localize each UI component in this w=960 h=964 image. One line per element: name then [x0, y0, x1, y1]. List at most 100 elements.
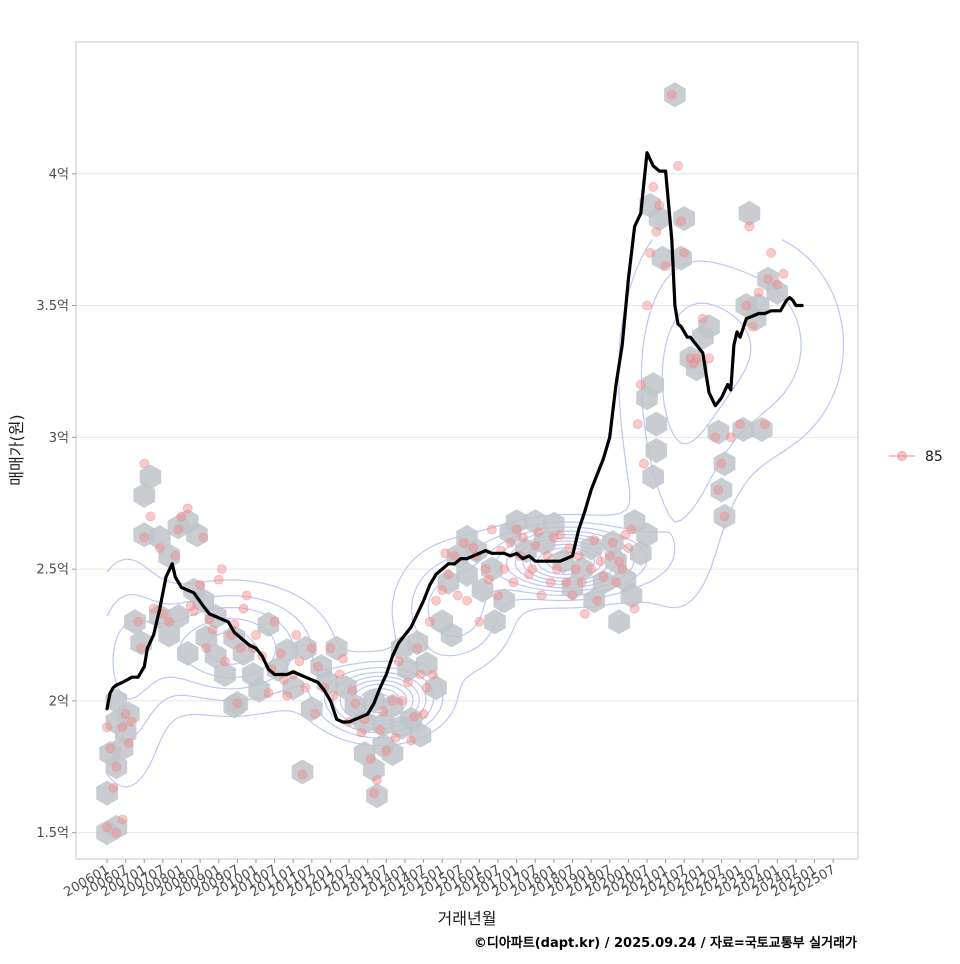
scatter-point [126, 717, 137, 727]
scatter-point [462, 595, 472, 606]
y-tick-label: 1.5억 [36, 826, 69, 841]
scatter-point [443, 569, 454, 580]
scatter-point [772, 279, 783, 290]
scatter-point [536, 590, 547, 601]
hexbin [707, 419, 730, 445]
scatter-point [269, 616, 280, 627]
scatter-point [508, 577, 519, 588]
legend-label-85: 85 [925, 449, 943, 465]
scatter-point [393, 656, 404, 667]
hexbin [620, 583, 643, 608]
scatter-point [778, 269, 789, 279]
scatter-point [753, 287, 764, 298]
hexbin [713, 451, 736, 477]
scatter-point [216, 564, 227, 574]
scatter-point [623, 543, 634, 553]
scatter-point [306, 643, 317, 654]
scatter-point [201, 643, 212, 654]
scatter-point [117, 722, 128, 733]
scatter-point [635, 379, 646, 390]
scatter-point [102, 722, 112, 733]
scatter-point [375, 724, 386, 735]
hexbin [372, 712, 394, 738]
legend-key-point [897, 451, 907, 461]
hexbin [381, 693, 404, 719]
scatter-point [458, 537, 469, 548]
scatter-point [279, 674, 289, 685]
scatter-point [427, 669, 438, 680]
scatter-point [139, 458, 150, 469]
scatter-point [567, 590, 578, 601]
hexbin [397, 656, 419, 682]
scatter-point [148, 603, 159, 614]
scatter-point [403, 677, 413, 688]
scatter-point [182, 503, 193, 514]
scatter-point [592, 595, 603, 606]
hexbin [139, 464, 162, 490]
hexbin [456, 561, 478, 587]
axis-layer: 1.5억2억2.5억3억3.5억4억2006012006072007012007… [36, 167, 838, 900]
y-tick-label: 2.5억 [36, 563, 69, 578]
scatter-point [607, 537, 618, 548]
scatter-point [275, 648, 286, 659]
hexbin [409, 722, 432, 748]
scatter-point [586, 564, 597, 574]
hexbin [105, 814, 128, 840]
scatter-point [499, 564, 510, 574]
scatter-point [421, 682, 432, 693]
hexbin [301, 696, 323, 722]
scatter-point [238, 603, 249, 614]
hexbin [437, 569, 460, 595]
scatter-point [207, 624, 218, 635]
scatter-point [418, 709, 429, 719]
scatter-point [198, 532, 209, 543]
scatter-point [766, 247, 777, 258]
scatter-point [347, 685, 358, 696]
scatter-point [679, 247, 690, 258]
scatter-point [437, 585, 448, 596]
scatter-point [300, 682, 311, 693]
hexbin [484, 609, 506, 635]
scatter-point [213, 574, 224, 585]
scatter-point [136, 643, 147, 654]
scatter-point [511, 524, 522, 535]
y-tick-label: 4억 [49, 167, 69, 182]
hexbin [335, 675, 357, 701]
scatter-point [396, 695, 407, 706]
scatter-point [232, 698, 243, 709]
hexbin [605, 548, 627, 574]
hexbin [276, 638, 298, 664]
scatter-point [120, 709, 131, 719]
scatter-point [744, 221, 755, 232]
hexbin [446, 543, 469, 569]
hexbin [766, 279, 789, 305]
legend: 85 [889, 449, 943, 465]
scatter-point [369, 788, 379, 799]
hexbin [232, 640, 255, 666]
scatter-point [195, 580, 206, 590]
scatter-point [747, 321, 758, 332]
scatter-point [291, 630, 302, 640]
scatter-point [570, 564, 581, 574]
scatter-point [337, 653, 348, 664]
hexbin [642, 372, 664, 398]
hexbin [406, 630, 429, 656]
hexbin [751, 416, 773, 442]
scatter-point [390, 732, 401, 743]
scatter-point [524, 569, 534, 580]
hexbin [648, 206, 671, 232]
hexbin [710, 477, 733, 503]
scatter-point [282, 690, 292, 701]
scatter-point [725, 432, 736, 443]
hexbin [248, 677, 270, 703]
hexbin [257, 611, 280, 637]
y-tick-label: 3억 [49, 431, 69, 446]
scatter-point [660, 261, 671, 271]
scatter-point [576, 577, 587, 588]
scatter-point [334, 669, 345, 680]
scatter-point [176, 511, 187, 522]
scatter-point [440, 548, 451, 559]
hexbin [645, 438, 668, 463]
caption: ©디아파트(dapt.kr) / 2025.09.24 / 자료=국토교통부 실… [474, 935, 857, 951]
scatter-point [666, 89, 677, 100]
